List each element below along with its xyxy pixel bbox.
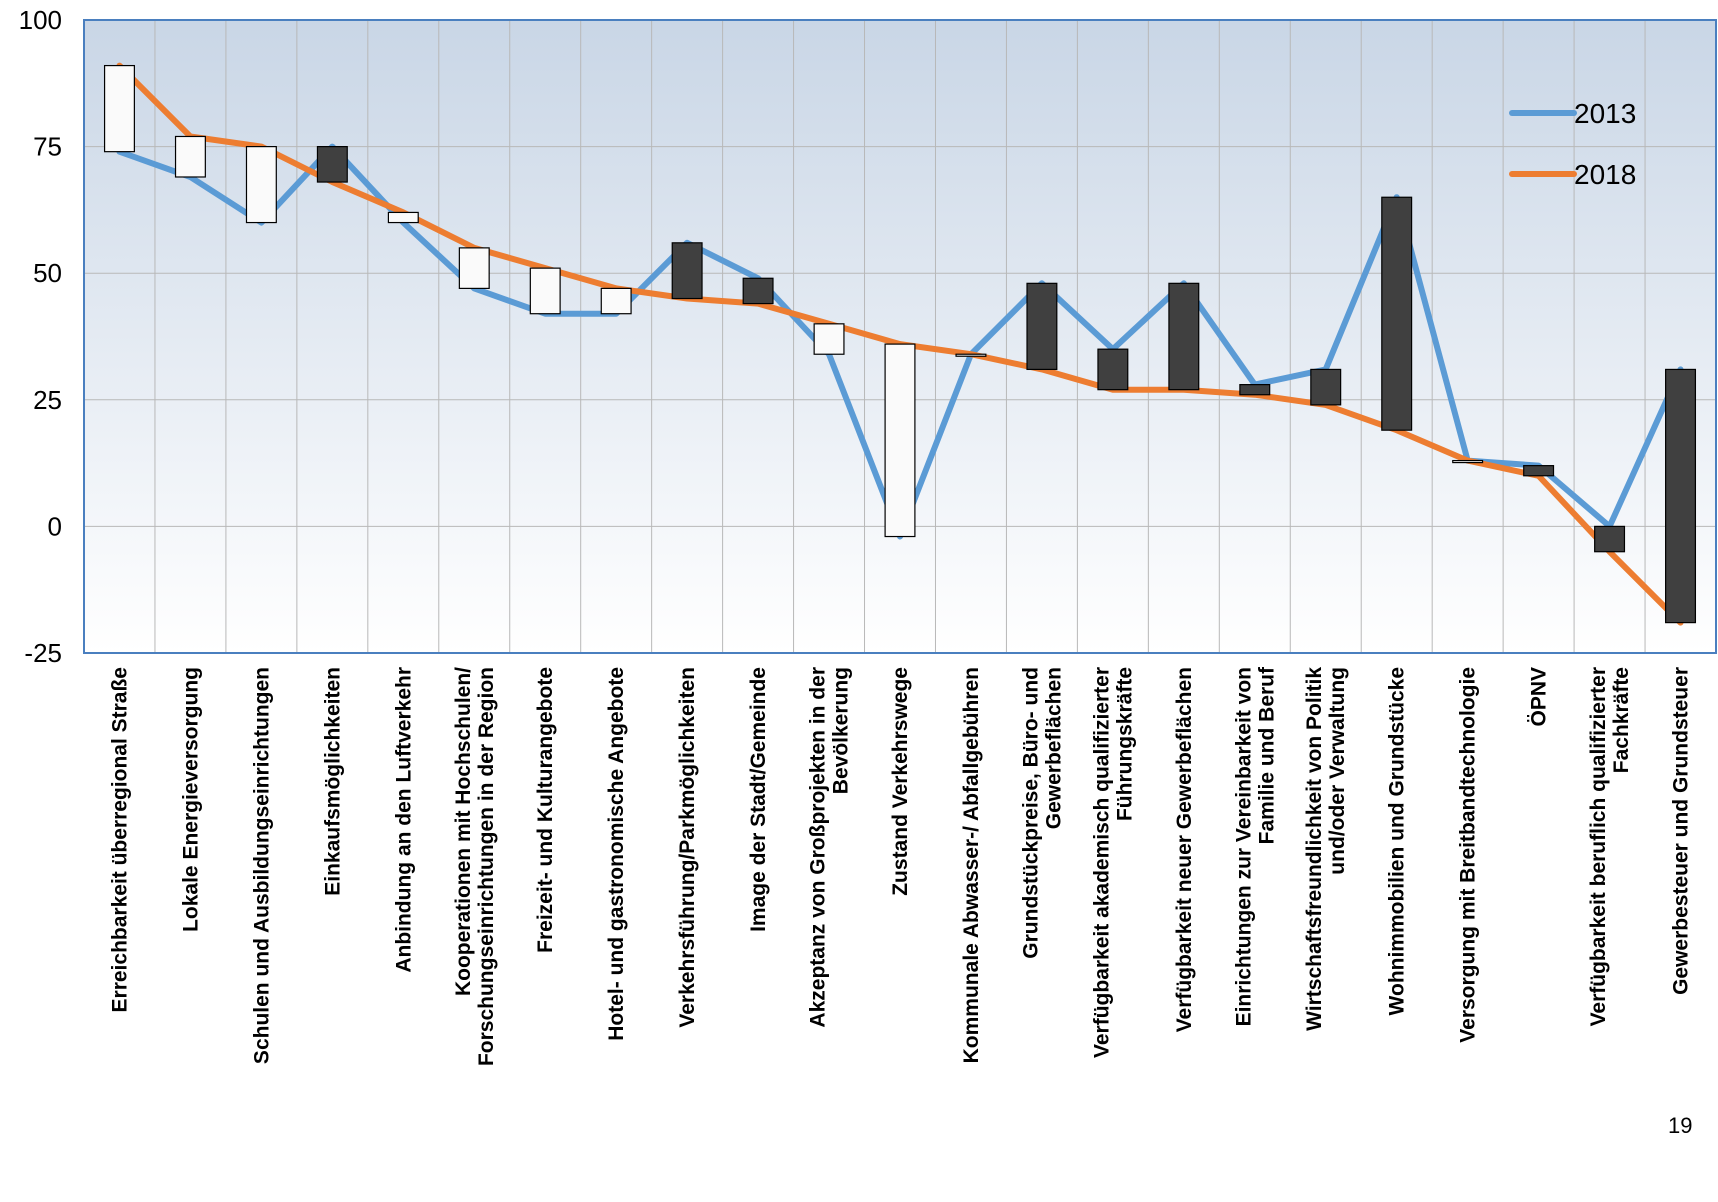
x-axis: Erreichbarkeit überregional Straße Lokale… — [108, 666, 1692, 1066]
x-tick-label: Gewerbesteuer und Grundsteuer — [1670, 667, 1693, 995]
x-tick-line: Einkaufsmöglichkeiten — [321, 667, 344, 896]
x-tick-line: Verfügbarkeit neuer Gewerbeflächen — [1173, 667, 1196, 1032]
change-bar — [1594, 525, 1626, 553]
change-bar — [1310, 368, 1342, 406]
x-tick-line: Wohnimmobilien und Grundstücke — [1386, 667, 1409, 1015]
change-bar — [245, 146, 277, 224]
y-tick-label: 100 — [19, 5, 62, 35]
x-tick-line: Verkehrsführung/Parkmöglichkeiten — [676, 667, 699, 1028]
change-bar — [174, 135, 206, 178]
x-tick-line: Verfügbarkeit akademisch qualifizierter — [1090, 667, 1113, 1058]
x-tick-line: ÖPNV — [1528, 667, 1551, 727]
x-tick-line: Forschungseinrichtungen in der Region — [475, 667, 498, 1066]
x-tick-line: Fachkräfte — [1610, 667, 1633, 773]
change-bar — [529, 267, 561, 315]
plot-frame — [83, 19, 1717, 654]
change-bar — [387, 211, 419, 224]
change-bar — [884, 343, 916, 538]
change-bar — [1097, 348, 1129, 391]
x-tick-label: Akzeptanz von Großprojekten in der Bevölk… — [807, 667, 853, 1028]
x-tick-label: ÖPNV — [1528, 667, 1551, 727]
legend-label-2018: 2018 — [1574, 159, 1636, 190]
y-tick-label: -25 — [24, 638, 62, 668]
change-bar — [671, 242, 703, 300]
change-bar — [103, 64, 135, 153]
x-tick-line: Familie und Beruf — [1255, 666, 1278, 844]
x-tick-line: Gewerbesteuer und Grundsteuer — [1670, 667, 1693, 995]
x-tick-line: Grundstückpreise, Büro- und — [1019, 667, 1042, 959]
x-tick-label: Anbindung an den Luftverkehr — [392, 667, 415, 973]
x-tick-line: Versorgung mit Breitbandtechnologie — [1457, 667, 1480, 1043]
x-tick-label: Verfügbarkeit neuer Gewerbeflächen — [1173, 667, 1196, 1032]
change-bar — [1381, 196, 1413, 431]
x-tick-label: Verfügbarkeit akademisch qualifizierter F… — [1090, 667, 1136, 1058]
change-bar — [600, 287, 632, 315]
x-tick-line: Anbindung an den Luftverkehr — [392, 667, 415, 973]
x-tick-line: Einrichtungen zur Vereinbarkeit von — [1232, 667, 1255, 1026]
legend: 2013 2018 — [1509, 98, 1636, 190]
x-tick-label: Lokale Energieversorgung — [179, 667, 202, 932]
x-tick-label: Einrichtungen zur Vereinbarkeit von Famil… — [1232, 666, 1278, 1026]
change-bar — [955, 353, 987, 357]
x-tick-line: Freizeit- und Kulturangebote — [534, 667, 557, 953]
x-tick-label: Verkehrsführung/Parkmöglichkeiten — [676, 667, 699, 1028]
x-tick-label: Kooperationen mit Hochschulen/Forschungs… — [452, 667, 498, 1066]
x-tick-label: Zustand Verkehrswege — [889, 667, 912, 896]
x-tick-label: Freizeit- und Kulturangebote — [534, 667, 557, 953]
x-tick-label: Versorgung mit Breitbandtechnologie — [1457, 667, 1480, 1043]
x-tick-line: Schulen und Ausbildungseinrichtungen — [250, 667, 273, 1064]
change-bar — [1239, 384, 1271, 396]
x-tick-line: Wirtschaftsfreundlichkeit von Politik — [1303, 667, 1326, 1031]
x-tick-label: Schulen und Ausbildungseinrichtungen — [250, 667, 273, 1064]
y-axis: 100 75 50 25 0 -25 — [19, 5, 62, 668]
x-tick-line: Hotel- und gastronomische Angebote — [605, 667, 628, 1041]
legend-label-2013: 2013 — [1574, 98, 1636, 129]
x-tick-line: Erreichbarkeit überregional Straße — [108, 667, 131, 1012]
x-tick-label: Kommunale Abwasser-/ Abfallgebühren — [960, 667, 983, 1063]
x-tick-label: Hotel- und gastronomische Angebote — [605, 667, 628, 1041]
change-bar — [742, 277, 774, 305]
y-tick-label: 50 — [33, 258, 62, 288]
x-tick-line: Verfügbarkeit beruflich qualifizierter — [1587, 667, 1610, 1026]
x-tick-label: Image der Stadt/Gemeinde — [747, 667, 770, 932]
change-bar — [1168, 282, 1200, 391]
x-tick-label: Wirtschaftsfreundlichkeit von Politik und… — [1303, 667, 1349, 1031]
x-tick-label: Wohnimmobilien und Grundstücke — [1386, 667, 1409, 1015]
x-tick-line: Lokale Energieversorgung — [179, 667, 202, 932]
x-tick-label: Grundstückpreise, Büro- und Gewerbefläche… — [1019, 667, 1065, 959]
x-tick-line: Kommunale Abwasser-/ Abfallgebühren — [960, 667, 983, 1063]
x-tick-label: Verfügbarkeit beruflich qualifizierter Fa… — [1587, 667, 1633, 1026]
page-number: 19 — [1668, 1113, 1693, 1138]
x-tick-line: Image der Stadt/Gemeinde — [747, 667, 770, 932]
x-tick-label: Einkaufsmöglichkeiten — [321, 667, 344, 896]
x-tick-line: und/oder Verwaltung — [1326, 667, 1349, 875]
change-bar — [1665, 368, 1697, 624]
x-tick-line: Akzeptanz von Großprojekten in der — [807, 667, 830, 1028]
y-tick-label: 0 — [48, 511, 62, 541]
x-tick-line: Gewerbeflächen — [1042, 667, 1065, 829]
change-bar — [813, 323, 845, 355]
x-tick-label: Erreichbarkeit überregional Straße — [108, 667, 131, 1012]
x-tick-line: Zustand Verkehrswege — [889, 667, 912, 896]
x-tick-line: Führungskräfte — [1113, 667, 1136, 821]
x-tick-line: Bevölkerung — [830, 667, 853, 794]
change-bars — [103, 64, 1697, 624]
change-bar — [316, 146, 348, 183]
y-tick-label: 75 — [33, 132, 62, 162]
change-bar — [1523, 465, 1555, 477]
change-bar — [458, 247, 490, 289]
change-bar — [1452, 459, 1484, 464]
plot-area — [84, 20, 1716, 653]
change-bar — [1026, 282, 1058, 371]
y-tick-label: 25 — [33, 385, 62, 415]
x-tick-line: Kooperationen mit Hochschulen/ — [452, 667, 475, 996]
